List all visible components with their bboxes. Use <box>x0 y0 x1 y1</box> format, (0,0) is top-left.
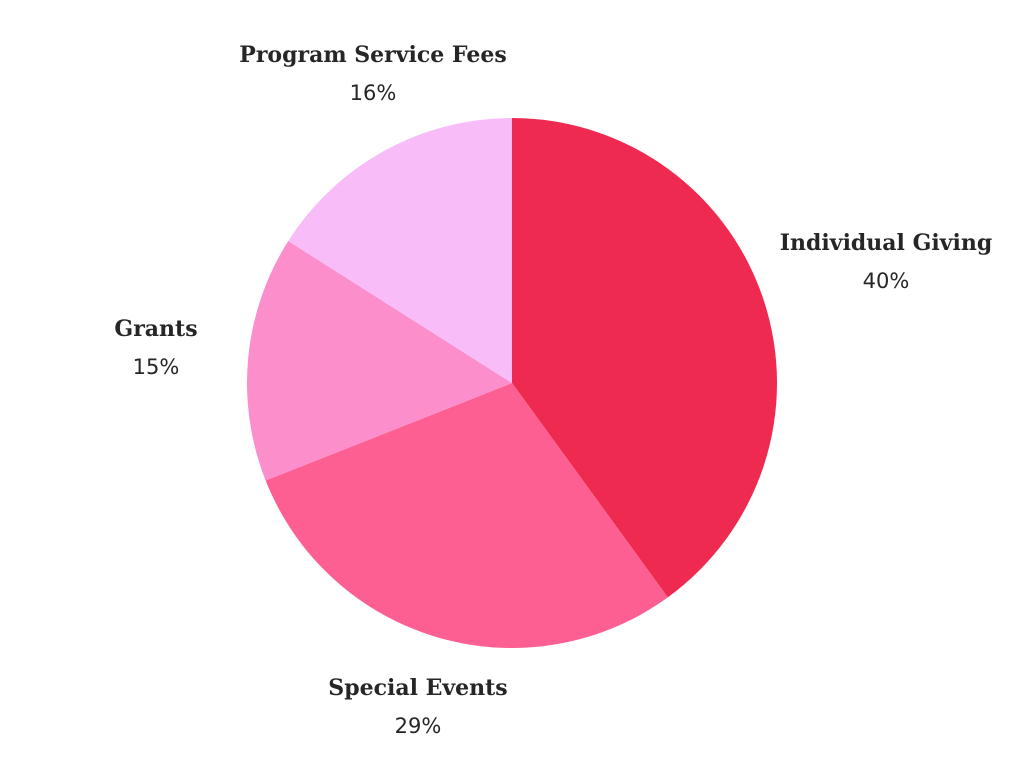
slice-percent: 40% <box>862 269 910 293</box>
slice-label-program-service-fees: Program Service Fees 16% <box>239 40 506 108</box>
slice-name: Program Service Fees <box>239 42 507 68</box>
slice-name: Grants <box>114 316 198 342</box>
slice-label-special-events: Special Events 29% <box>328 673 507 741</box>
slice-name: Special Events <box>328 675 508 701</box>
slice-percent: 16% <box>349 81 397 105</box>
pie-slice-grants <box>247 241 512 481</box>
slice-percent: 15% <box>132 355 180 379</box>
pie-slice-program-service-fees <box>288 118 512 383</box>
slice-name: Individual Giving <box>779 230 993 256</box>
slice-label-individual-giving: Individual Giving 40% <box>780 228 992 296</box>
pie-slice-individual-giving <box>512 118 777 598</box>
slice-label-grants: Grants 15% <box>114 314 197 382</box>
pie-slice-special-events <box>265 383 668 648</box>
slice-percent: 29% <box>394 714 442 738</box>
